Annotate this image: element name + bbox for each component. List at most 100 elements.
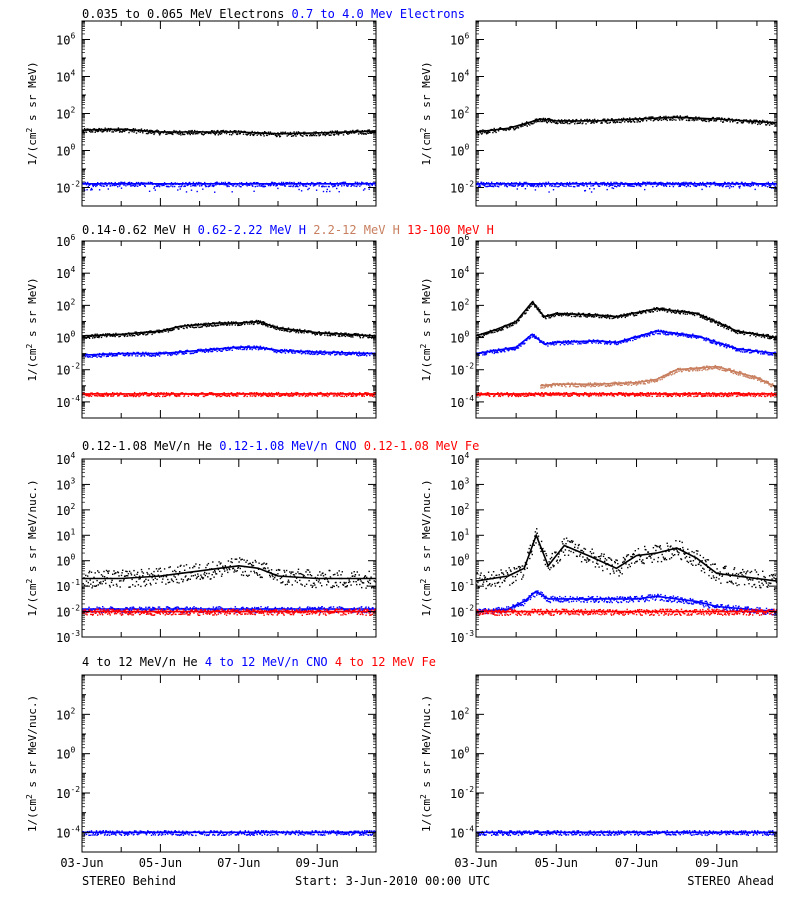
data-point: [85, 131, 88, 133]
data-point: [232, 132, 234, 135]
data-point: [724, 181, 726, 184]
data-point: [323, 133, 325, 136]
data-point: [578, 312, 580, 315]
data-point: [594, 313, 597, 315]
data-point: [364, 132, 367, 135]
data-point: [106, 395, 108, 397]
data-point: [723, 117, 726, 120]
data-point: [347, 335, 349, 337]
data-point: [624, 121, 626, 123]
data-point: [93, 355, 96, 357]
series-title: 0.7 to 4.0 Mev Electrons: [284, 7, 465, 21]
data-point: [100, 356, 103, 358]
data-point: [730, 330, 733, 332]
data-point: [690, 312, 693, 315]
data-point: [357, 129, 359, 131]
data-point: [306, 135, 308, 137]
data-point: [149, 355, 151, 357]
data-point: [186, 327, 188, 329]
series-0: [476, 300, 777, 341]
data-point: [530, 305, 532, 307]
data-point: [688, 118, 690, 120]
data-point: [672, 185, 675, 188]
data-point: [195, 394, 198, 396]
data-point: [317, 392, 319, 394]
data-point: [368, 129, 370, 131]
data-point: [570, 315, 573, 318]
y-tick-label: 100: [56, 143, 75, 159]
data-point: [288, 395, 290, 397]
data-point: [685, 185, 688, 188]
data-point: [137, 334, 140, 336]
data-point: [187, 184, 190, 186]
data-point: [549, 121, 552, 123]
data-point: [727, 328, 730, 331]
data-point: [609, 343, 611, 346]
data-point: [687, 185, 690, 187]
data-point: [112, 395, 115, 397]
data-point: [596, 121, 598, 123]
data-point: [333, 350, 335, 353]
data-point: [619, 121, 621, 123]
data-point: [310, 134, 313, 137]
data-point: [363, 395, 365, 397]
data-point: [617, 317, 619, 319]
data-point: [497, 130, 500, 132]
data-point: [255, 395, 257, 397]
data-point: [354, 394, 357, 396]
data-point: [728, 182, 730, 184]
data-point: [123, 130, 126, 133]
data-point: [529, 337, 531, 340]
data-point: [324, 182, 327, 184]
data-point: [359, 132, 362, 134]
data-point: [124, 334, 126, 336]
data-point: [342, 181, 345, 183]
data-point: [324, 134, 327, 137]
data-point: [342, 134, 345, 136]
data-point: [486, 131, 488, 133]
data-point: [338, 353, 340, 355]
data-point: [364, 353, 367, 356]
data-point: [529, 336, 532, 339]
data-point: [707, 119, 710, 121]
data-point: [571, 312, 573, 314]
data-point: [657, 333, 659, 335]
data-point: [239, 348, 241, 350]
data-point: [141, 182, 143, 184]
data-point: [767, 181, 769, 184]
data-point: [770, 337, 773, 339]
data-point: [507, 326, 509, 328]
data-point: [326, 395, 328, 397]
data-point: [704, 120, 706, 122]
data-point: [260, 134, 262, 137]
data-point: [608, 122, 610, 124]
data-point: [669, 308, 671, 310]
data-point: [145, 334, 147, 336]
data-point: [334, 334, 337, 337]
data-point: [737, 122, 739, 124]
data-point: [582, 342, 584, 344]
data-point: [304, 185, 307, 187]
data-point: [635, 314, 638, 316]
data-point: [766, 120, 768, 122]
data-point: [549, 317, 552, 319]
data-point: [312, 185, 315, 187]
data-point: [511, 325, 513, 327]
data-point: [482, 333, 485, 336]
data-point: [227, 321, 230, 323]
data-point: [675, 312, 677, 314]
data-point: [506, 326, 508, 328]
data-point: [222, 394, 225, 396]
data-point: [514, 128, 516, 131]
data-point: [289, 331, 291, 333]
data-point: [638, 121, 640, 123]
data-point: [190, 323, 193, 326]
data-point: [725, 324, 727, 326]
data-point: [767, 334, 769, 336]
data-point: [207, 351, 210, 353]
data-point: [544, 386, 546, 388]
data-point: [304, 395, 307, 398]
data-point: [240, 186, 242, 188]
data-point: [282, 351, 284, 353]
data-point: [728, 344, 730, 346]
